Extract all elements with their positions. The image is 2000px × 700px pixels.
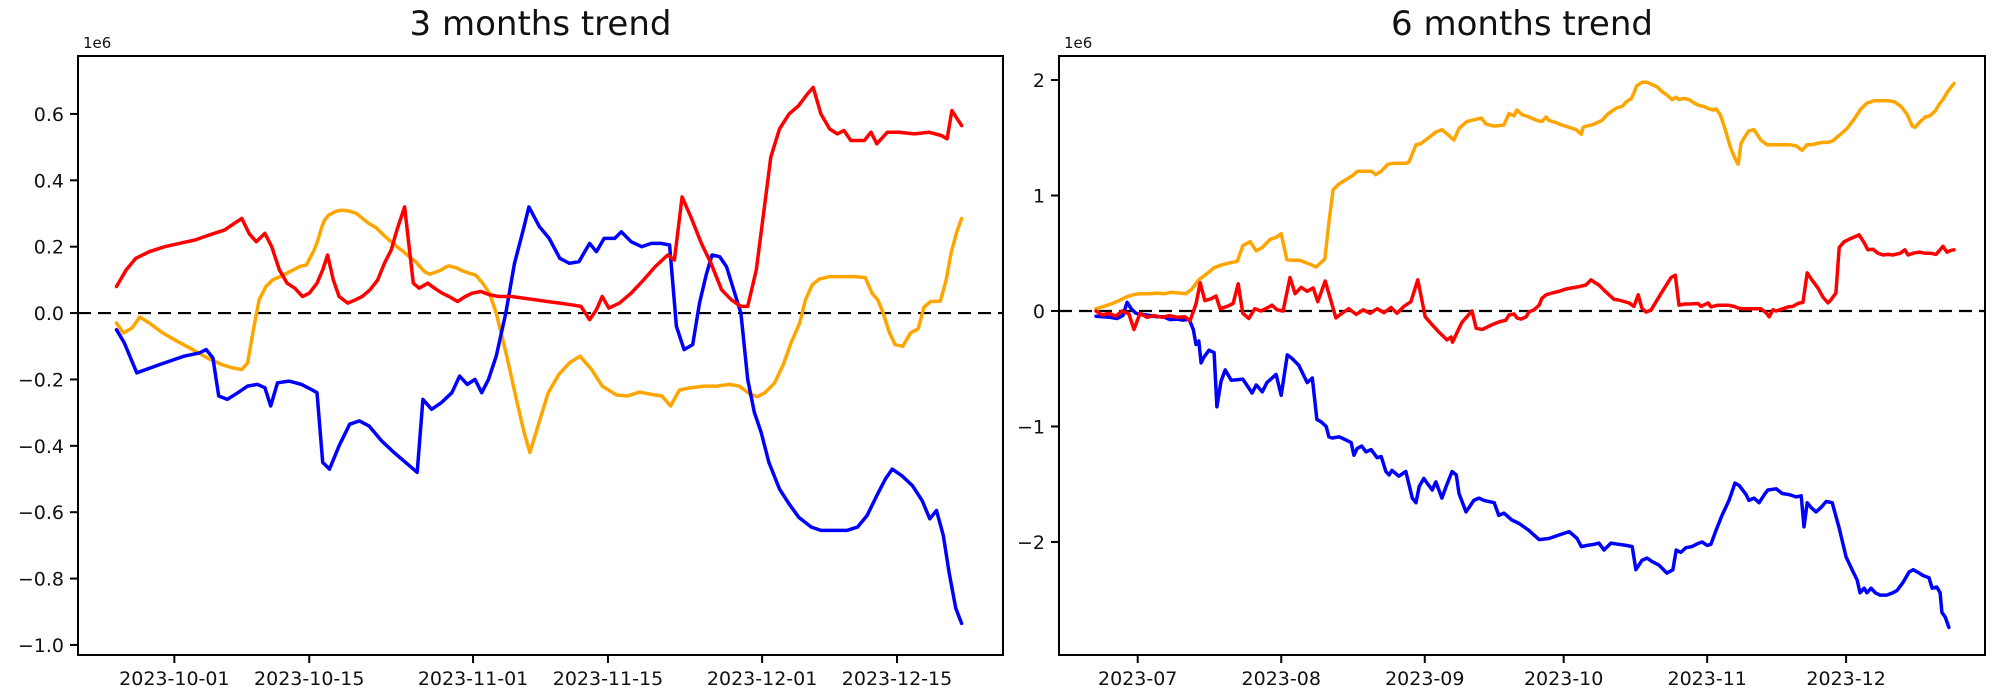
series-line-red xyxy=(114,85,964,322)
y-tick-label: 0.4 xyxy=(34,170,64,192)
x-tick-label: 2023-07 xyxy=(1098,668,1177,690)
y-tick-label: 0 xyxy=(1033,301,1045,323)
x-tick-label: 2023-12 xyxy=(1806,668,1885,690)
x-tick-label: 2023-11-15 xyxy=(553,668,663,690)
y-tick-label: −0.2 xyxy=(18,369,64,391)
y-tick-label: −0.4 xyxy=(18,436,64,458)
y-tick-label: 1 xyxy=(1033,185,1045,207)
axis-offset-label: 1e6 xyxy=(1064,34,1092,52)
x-tick-label: 2023-09 xyxy=(1385,668,1464,690)
chart-title-6-months: 6 months trend xyxy=(1391,4,1653,44)
chart-title-3-months: 3 months trend xyxy=(409,4,672,44)
x-tick-label: 2023-11 xyxy=(1668,668,1747,690)
x-tick-label: 2023-10 xyxy=(1524,668,1603,690)
y-tick-label: 0.2 xyxy=(34,237,64,259)
y-tick-label: 2 xyxy=(1033,70,1045,92)
series-line-blue xyxy=(114,205,964,626)
x-tick-label: 2023-10-01 xyxy=(119,668,229,690)
x-tick-label: 2023-11-01 xyxy=(418,668,528,690)
series-line-orange xyxy=(1094,80,1956,311)
y-tick-label: −2 xyxy=(1017,532,1045,554)
y-tick-label: −0.6 xyxy=(18,502,64,524)
y-tick-label: −1 xyxy=(1017,416,1045,438)
chart-0: 0.6 0.4 0.2 0.0 −0.2 −0.4 −0.6 −0.8 −1.0 2023-10-… xyxy=(18,34,1004,690)
plot-spines xyxy=(1058,55,1986,656)
x-tick-label: 2023-08 xyxy=(1242,668,1321,690)
y-tick-label: −0.8 xyxy=(18,569,64,591)
series-line-orange xyxy=(114,208,964,455)
x-tick-label: 2023-12-01 xyxy=(707,668,817,690)
y-tick-label: 0.6 xyxy=(34,104,64,126)
series-line-red xyxy=(1094,233,1956,344)
chart-1: 2 1 0 −1 −2 2023-07 2023-08 2023-09 2023-10 2023-… xyxy=(1017,34,1986,690)
plot-spines xyxy=(77,55,1004,656)
y-tick-label: 0.0 xyxy=(34,303,64,325)
x-tick-label: 2023-12-15 xyxy=(842,668,952,690)
y-tick-label: −1.0 xyxy=(18,635,64,657)
series-line-blue xyxy=(1094,300,1951,630)
x-tick-label: 2023-10-15 xyxy=(254,668,364,690)
axis-offset-label: 1e6 xyxy=(83,34,111,52)
